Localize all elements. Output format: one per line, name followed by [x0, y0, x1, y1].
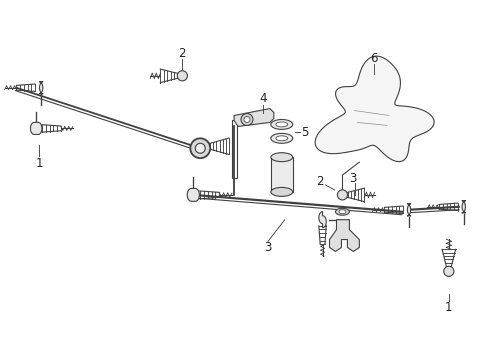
Text: 1: 1 [445, 301, 453, 314]
Polygon shape [315, 56, 434, 162]
Ellipse shape [271, 153, 293, 162]
Ellipse shape [271, 188, 293, 196]
Ellipse shape [336, 208, 349, 215]
Ellipse shape [271, 120, 293, 129]
Polygon shape [30, 122, 42, 135]
Circle shape [244, 117, 250, 122]
Text: 1: 1 [35, 157, 43, 170]
Polygon shape [462, 201, 466, 213]
Ellipse shape [276, 136, 288, 141]
Circle shape [190, 138, 210, 158]
Polygon shape [39, 82, 43, 94]
Text: 3: 3 [264, 241, 271, 254]
Circle shape [177, 71, 188, 81]
Bar [232, 121, 237, 178]
Text: 6: 6 [370, 53, 378, 66]
Polygon shape [319, 212, 326, 228]
Circle shape [196, 143, 205, 153]
Bar [271, 157, 293, 192]
Ellipse shape [276, 122, 288, 127]
Text: 2: 2 [316, 175, 323, 189]
Polygon shape [234, 109, 274, 126]
Text: 5: 5 [301, 126, 308, 139]
Text: 4: 4 [259, 92, 267, 105]
Ellipse shape [339, 210, 346, 214]
Circle shape [241, 113, 253, 125]
Text: 2: 2 [179, 48, 186, 60]
Circle shape [444, 266, 454, 276]
Ellipse shape [271, 133, 293, 143]
Polygon shape [187, 188, 199, 201]
Text: 3: 3 [349, 171, 356, 185]
Polygon shape [407, 204, 411, 216]
Polygon shape [329, 220, 359, 251]
Circle shape [338, 190, 347, 200]
